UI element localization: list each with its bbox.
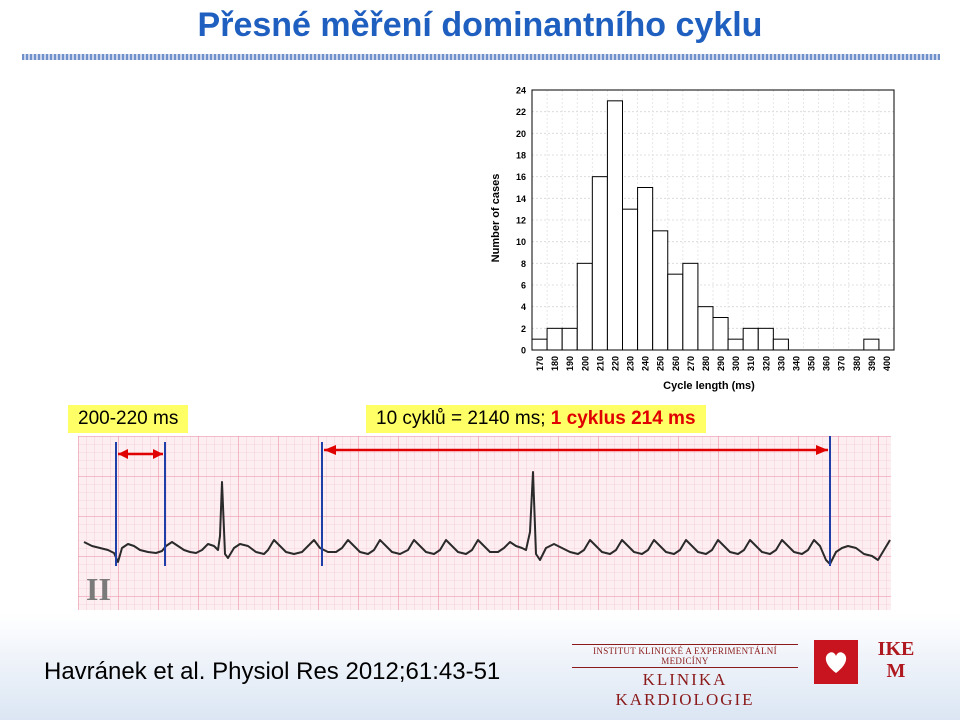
y-tick-label: 6: [521, 281, 526, 291]
histogram-bar: [652, 230, 669, 351]
short-arrow: [118, 449, 163, 459]
histogram-bar: [742, 327, 759, 351]
histogram-bar: [622, 208, 639, 351]
histogram-bar: [667, 273, 684, 351]
histogram-bar: [712, 317, 729, 351]
histogram-bar: [682, 262, 699, 351]
y-tick-label: 2: [521, 324, 526, 334]
x-axis-label: Cycle length (ms): [663, 380, 755, 392]
histogram-bar: [727, 338, 744, 351]
histogram-bar: [591, 176, 608, 351]
institution-name: INSTITUT KLINICKÉ A EXPERIMENTÁLNÍ MEDIC…: [572, 644, 798, 668]
histogram-bar: [757, 327, 774, 351]
citation: Havránek et al. Physiol Res 2012;61:43-5…: [44, 658, 501, 685]
y-tick-label: 14: [516, 194, 526, 204]
cycles-label-highlight: 1 cyklus 214 ms: [550, 408, 696, 429]
histogram-bar: [772, 338, 789, 351]
x-tick-label: 200: [580, 356, 590, 371]
histogram-bar: [576, 262, 593, 351]
y-tick-label: 10: [516, 237, 526, 247]
x-tick-label: 170: [535, 356, 545, 371]
y-tick-label: 24: [516, 86, 526, 96]
cycles-label-text: 10 cyklů = 2140 ms;: [376, 408, 551, 429]
x-tick-label: 190: [565, 356, 575, 371]
histogram-bar: [637, 187, 654, 351]
x-tick-label: 240: [641, 356, 651, 371]
x-tick-label: 400: [882, 356, 892, 371]
x-tick-label: 350: [807, 356, 817, 371]
histogram-bar: [863, 338, 880, 351]
y-tick-label: 18: [516, 151, 526, 161]
x-tick-label: 380: [852, 356, 862, 371]
histogram-bar: [697, 306, 714, 351]
y-tick-label: 22: [516, 107, 526, 117]
x-tick-label: 260: [671, 356, 681, 371]
heart-icon: [814, 640, 858, 684]
ecg-trace: [83, 471, 891, 565]
long-arrow: [324, 445, 828, 455]
page-title: Přesné měření dominantního cyklu: [197, 6, 763, 44]
x-tick-label: 340: [791, 356, 801, 371]
chart-bars: [531, 100, 880, 351]
x-tick-label: 390: [867, 356, 877, 371]
cycles-label: 10 cyklů = 2140 ms; 1 cyklus 214 ms: [366, 405, 706, 433]
x-tick-label: 250: [656, 356, 666, 371]
x-tick-label: 230: [626, 356, 636, 371]
y-tick-label: 8: [521, 259, 526, 269]
histogram-bar: [606, 100, 623, 351]
y-tick-label: 12: [516, 216, 526, 226]
y-axis-label: Number of cases: [490, 174, 502, 263]
x-tick-label: 320: [761, 356, 771, 371]
histogram-bar: [561, 327, 578, 351]
y-tick-label: 0: [521, 346, 526, 356]
ikem-logo: IKE M: [866, 638, 926, 688]
histogram-bar: [546, 327, 563, 351]
ecg-strip: II: [78, 436, 891, 610]
y-tick-label: 16: [516, 172, 526, 182]
x-tick-label: 220: [610, 356, 620, 371]
ikem-logo-line1: IKE: [877, 638, 915, 660]
institution-logo-text: INSTITUT KLINICKÉ A EXPERIMENTÁLNÍ MEDIC…: [572, 644, 798, 710]
x-tick-label: 370: [837, 356, 847, 371]
title-divider: [22, 54, 940, 60]
footer-band: [0, 614, 960, 720]
x-tick-label: 310: [746, 356, 756, 371]
ikem-logo-line2: M: [886, 660, 906, 682]
x-tick-label: 280: [701, 356, 711, 371]
x-tick-label: 290: [716, 356, 726, 371]
short-range-label: 200-220 ms: [68, 405, 189, 433]
department-name: KLINIKA KARDIOLOGIE: [615, 670, 755, 709]
x-tick-label: 210: [595, 356, 605, 371]
histogram-bar: [531, 338, 548, 351]
y-tick-label: 20: [516, 129, 526, 139]
y-tick-label: 4: [521, 302, 526, 312]
x-tick-label: 180: [550, 356, 560, 371]
x-tick-label: 300: [731, 356, 741, 371]
x-tick-label: 330: [776, 356, 786, 371]
x-tick-label: 270: [686, 356, 696, 371]
plot-frame: [531, 89, 895, 351]
x-tick-label: 360: [822, 356, 832, 371]
ecg-lead-label: II: [86, 571, 111, 607]
